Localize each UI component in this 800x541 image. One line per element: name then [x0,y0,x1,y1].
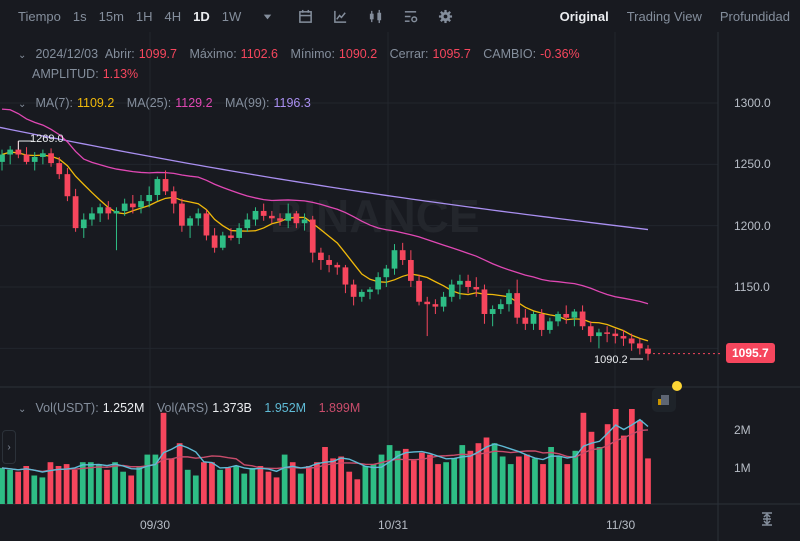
volume-tick: 1M [734,461,751,475]
ma99-value: 1196.3 [273,96,311,110]
interval-selector: Tiempo 1s 15m 1H 4H 1D 1W [0,8,453,24]
chart-area[interactable]: BINANCE ⌄ 2024/12/03 Abrir: 1099.7 Máximo… [0,32,800,541]
ma25-value: 1129.2 [175,96,213,110]
price-tick: 1250.0 [734,157,771,171]
calendar-icon[interactable] [297,8,313,24]
ma-legend: ⌄ MA(7): 1109.2 MA(25): 1129.2 MA(99): 1196… [18,96,320,110]
open-label: Abrir: [104,47,135,61]
low-marker: 1090.2 [594,354,628,366]
chevron-down-icon[interactable] [259,8,275,24]
change-label: CAMBIO: [483,47,537,61]
interval-1d[interactable]: 1D [193,8,210,24]
volume-ma2-value: 1.899M [318,401,361,415]
amplitude-value: 1.13% [102,67,139,81]
view-tabs: Original Trading View Profundidad [560,0,790,32]
close-value: 1095.7 [432,47,471,61]
time-tick: 09/30 [140,518,171,532]
volume-ars-label: Vol(ARS) [156,401,209,415]
interval-1w[interactable]: 1W [221,8,242,24]
ma7-value: 1109.2 [76,96,115,110]
ma25-label: MA(25): [126,96,172,110]
layout-icon[interactable] [402,8,418,24]
close-label: Cerrar: [389,47,429,61]
expand-panel-button[interactable]: › [2,430,16,464]
volume-legend: ⌄ Vol(USDT): 1.252M Vol(ARS) 1.373B 1.952M… [18,401,369,415]
ohlc-legend: ⌄ 2024/12/03 Abrir: 1099.7 Máximo: 1102.6 … [18,47,589,61]
ma99-label: MA(99): [225,96,270,110]
open-value: 1099.7 [138,47,177,61]
interval-1s[interactable]: 1s [72,8,87,24]
high-marker: 1269.0 [30,133,64,145]
tab-original[interactable]: Original [559,8,609,24]
volume-tick: 2M [734,423,751,437]
volume-ars-value: 1.373B [212,401,252,415]
low-label: Mínimo: [290,47,335,61]
svg-text:BINANCE: BINANCE [270,190,480,242]
volume-value: 1.252M [102,401,145,415]
price-tick: 1300.0 [734,96,771,110]
candlestick-chart[interactable]: BINANCE [0,32,800,541]
collapse-chevron-icon[interactable]: ⌄ [18,404,27,415]
collapse-chevron-icon[interactable]: ⌄ [18,99,27,110]
last-price-tag: 1095.7 [726,343,775,363]
high-value: 1102.6 [240,47,278,61]
interval-15m[interactable]: 15m [98,8,124,24]
interval-4h[interactable]: 4H [164,8,182,24]
interval-1h[interactable]: 1H [135,8,153,24]
amplitude-legend: AMPLITUD: 1.13% [32,67,147,81]
tab-depth[interactable]: Profundidad [719,8,790,24]
volume-ma1-value: 1.952M [264,401,307,415]
price-tick: 1200.0 [734,219,771,233]
ma7-label: MA(7): [35,96,73,110]
volume-label: Vol(USDT): [35,401,99,415]
high-label: Máximo: [189,47,237,61]
collapse-chevron-icon[interactable]: ⌄ [18,50,27,61]
gear-icon[interactable] [437,8,453,24]
chart-toolbar: Tiempo 1s 15m 1H 4H 1D 1W Original Tradi… [0,0,800,32]
indicator-icon[interactable] [332,8,348,24]
change-value: -0.36% [540,47,580,61]
price-tick: 1150.0 [734,280,770,294]
time-label: Tiempo [18,8,61,24]
amplitude-label: AMPLITUD: [32,67,99,81]
auto-scale-icon[interactable] [760,512,774,531]
tab-trading-view[interactable]: Trading View [626,8,702,24]
ohlc-date: 2024/12/03 [35,47,99,61]
candle-type-icon[interactable] [367,8,383,24]
time-tick: 10/31 [378,518,409,532]
low-value: 1090.2 [338,47,378,61]
notification-dot [672,381,682,391]
time-tick: 11/30 [606,518,636,532]
notes-icon[interactable] [652,388,676,412]
